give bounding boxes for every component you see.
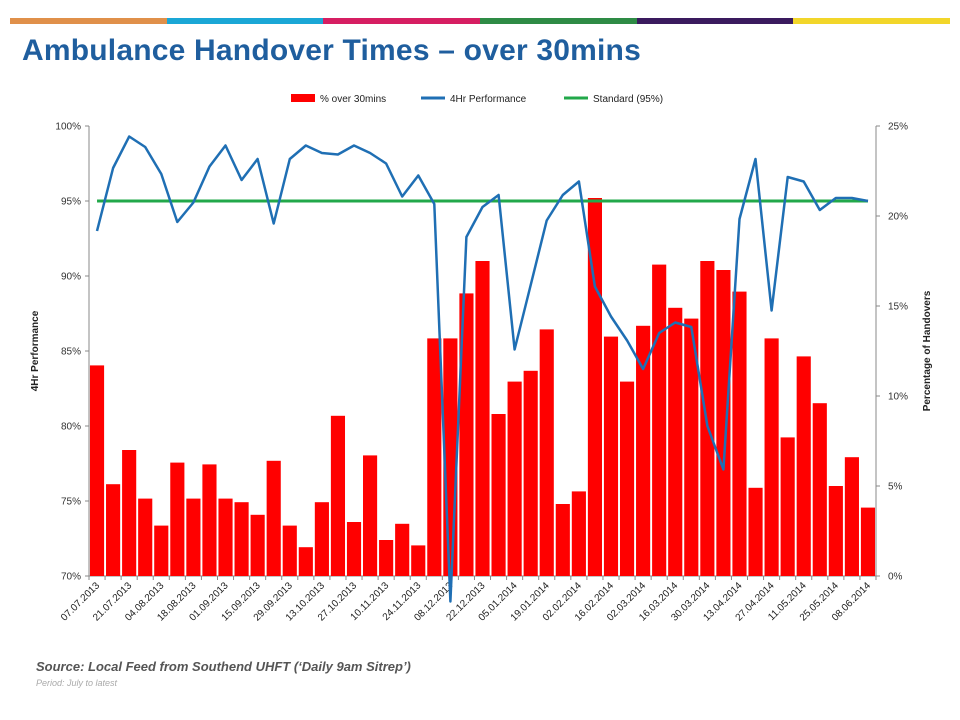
bar-over-30mins (298, 547, 313, 576)
right-tick-label: 0% (888, 572, 903, 583)
bar-over-30mins (844, 457, 859, 576)
color-strip-6 (793, 18, 951, 24)
bar-over-30mins (539, 329, 554, 576)
left-tick-label: 95% (61, 197, 81, 208)
bar-over-30mins (266, 460, 281, 576)
bar-over-30mins (636, 325, 651, 576)
left-tick-label: 85% (61, 347, 81, 358)
bar-over-30mins (346, 522, 362, 576)
color-strip-5 (636, 18, 794, 24)
bar-over-30mins (170, 462, 185, 576)
bar-over-30mins (619, 381, 635, 576)
bar-over-30mins (491, 414, 506, 576)
bar-over-30mins (138, 498, 153, 576)
bar-over-30mins (234, 502, 249, 576)
left-tick-label: 70% (61, 572, 81, 583)
bar-over-30mins (652, 264, 667, 576)
right-tick-label: 25% (888, 122, 908, 133)
bar-over-30mins (828, 486, 843, 576)
handover-chart: 70% 75% 80% 85% 90% 95% 100% 0% 5% 10% 15% 20% 25% 4H… (30, 94, 933, 624)
bar-over-30mins (812, 403, 827, 576)
bar-over-30mins (395, 523, 410, 576)
bar-over-30mins (684, 318, 699, 576)
bar-over-30mins (89, 365, 105, 576)
bar-over-30mins (603, 336, 619, 576)
bar-over-30mins (668, 307, 683, 576)
bar-over-30mins (732, 291, 747, 576)
bar-over-30mins (796, 356, 811, 576)
bar-over-30mins (250, 514, 265, 576)
right-tick-label: 5% (888, 482, 903, 493)
bar-over-30mins (154, 525, 169, 576)
bar-over-30mins (475, 261, 490, 576)
left-tick-label: 90% (61, 272, 81, 283)
bar-over-30mins (330, 415, 346, 576)
legend-label: % over 30mins (320, 94, 386, 105)
page-title: Ambulance Handover Times – over 30mins (22, 34, 641, 67)
legend-label: Standard (95%) (593, 94, 663, 105)
right-tick-label: 15% (888, 302, 908, 313)
period-note: Period: July to latest (36, 678, 118, 688)
bar-over-30mins (780, 437, 795, 576)
bar-over-30mins (379, 540, 394, 576)
left-tick-label: 80% (61, 422, 81, 433)
bar-over-30mins (122, 450, 137, 576)
bar-over-30mins (314, 502, 329, 576)
bar-over-30mins (555, 504, 570, 576)
right-tick-label: 10% (888, 392, 908, 403)
right-tick-label: 20% (888, 212, 908, 223)
color-strip-3 (323, 18, 481, 24)
source-note: Source: Local Feed from Southend UHFT (‘… (36, 659, 411, 674)
bar-over-30mins (363, 455, 378, 576)
bar-over-30mins (523, 370, 538, 576)
bar-over-30mins (411, 545, 426, 576)
bar-over-30mins (860, 507, 876, 576)
right-axis-title: Percentage of Handovers (922, 290, 933, 411)
bar-over-30mins (106, 484, 121, 576)
legend-swatch-bar (291, 94, 315, 102)
bar-over-30mins (716, 270, 731, 576)
left-tick-label: 75% (61, 497, 81, 508)
bar-over-30mins (571, 491, 586, 576)
bar-over-30mins (459, 293, 474, 576)
bar-over-30mins (186, 498, 201, 576)
bar-over-30mins (507, 381, 522, 576)
left-axis-title: 4Hr Performance (30, 310, 41, 391)
left-tick-label: 100% (55, 122, 81, 133)
color-strip-1 (10, 18, 167, 24)
color-strip-2 (166, 18, 324, 24)
bar-over-30mins (202, 464, 217, 576)
bar-over-30mins (427, 338, 442, 576)
bar-over-30mins (764, 338, 779, 576)
color-strip-4 (480, 18, 637, 24)
top-color-bar (10, 18, 951, 24)
performance-4hr-line (95, 135, 869, 603)
legend-label: 4Hr Performance (450, 94, 527, 105)
bar-over-30mins (282, 525, 297, 576)
bar-over-30mins (748, 487, 763, 576)
bar-over-30mins (218, 498, 233, 576)
